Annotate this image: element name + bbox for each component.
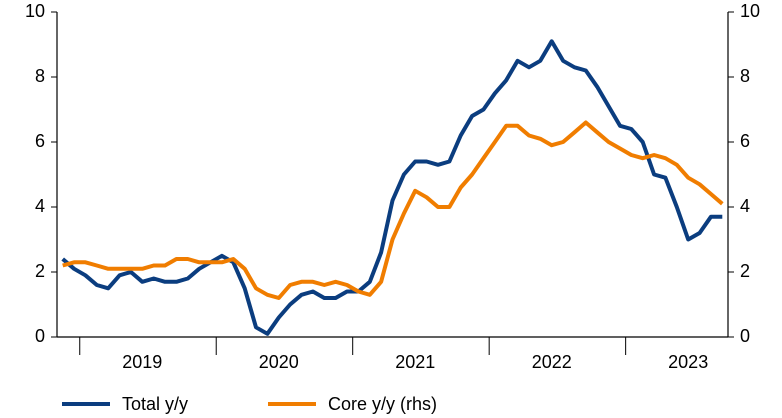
y-tick-label: 8: [35, 66, 45, 86]
y2-tick-label: 2: [740, 261, 750, 281]
y-tick-label: 2: [35, 261, 45, 281]
x-tick-label: 2020: [259, 352, 299, 372]
y2-tick-label: 8: [740, 66, 750, 86]
y-tick-label: 10: [25, 1, 45, 21]
y-tick-label: 6: [35, 131, 45, 151]
legend-label: Total y/y: [122, 394, 188, 414]
series-line: [61, 39, 723, 336]
y2-tick-label: 0: [740, 326, 750, 346]
series-line: [62, 120, 724, 300]
y2-tick-label: 10: [740, 1, 760, 21]
x-tick-label: 2021: [395, 352, 435, 372]
x-tick-label: 2019: [122, 352, 162, 372]
y2-tick-label: 6: [740, 131, 750, 151]
x-tick-label: 2023: [668, 352, 708, 372]
y-tick-label: 0: [35, 326, 45, 346]
y-tick-label: 4: [35, 196, 45, 216]
x-tick-label: 2022: [532, 352, 572, 372]
legend-label: Core y/y (rhs): [328, 394, 437, 414]
y2-tick-label: 4: [740, 196, 750, 216]
